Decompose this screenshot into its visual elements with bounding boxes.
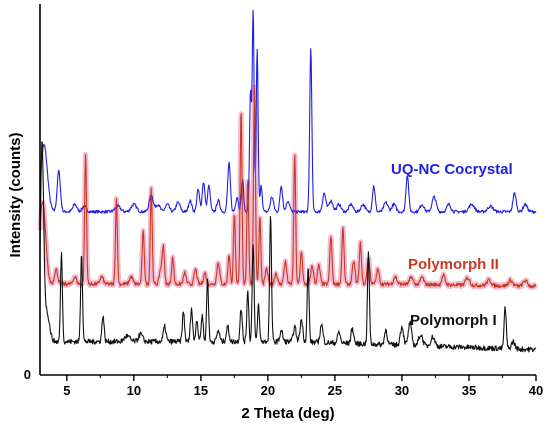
- x-axis-title: 2 Theta (deg): [241, 405, 334, 422]
- series-line-polymorph-ii: [39, 86, 537, 289]
- x-tick-label-5: 5: [63, 383, 70, 398]
- x-tick-label-35: 35: [462, 383, 476, 398]
- x-tick-label-25: 25: [328, 383, 342, 398]
- x-tick-label-40: 40: [529, 383, 543, 398]
- x-tick-label-30: 30: [395, 383, 409, 398]
- series-label-polymorph-ii: Polymorph II: [408, 256, 499, 273]
- x-tick-label-15: 15: [194, 383, 208, 398]
- series-label-uq-nc-cocrystal: UQ-NC Cocrystal: [391, 161, 513, 178]
- x-tick-label-20: 20: [261, 383, 275, 398]
- series-line-polymorph-i: [39, 141, 537, 353]
- y-axis-title: Intensity (counts): [7, 132, 24, 257]
- series-line-uq-nc-cocrystal: [39, 9, 537, 214]
- x-tick-label-10: 10: [127, 383, 141, 398]
- y-tick-label-0: 0: [24, 367, 31, 382]
- series-label-polymorph-i: Polymorph I: [410, 312, 497, 329]
